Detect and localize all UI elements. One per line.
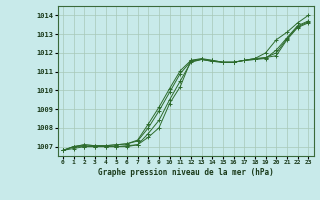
X-axis label: Graphe pression niveau de la mer (hPa): Graphe pression niveau de la mer (hPa) <box>98 168 274 177</box>
